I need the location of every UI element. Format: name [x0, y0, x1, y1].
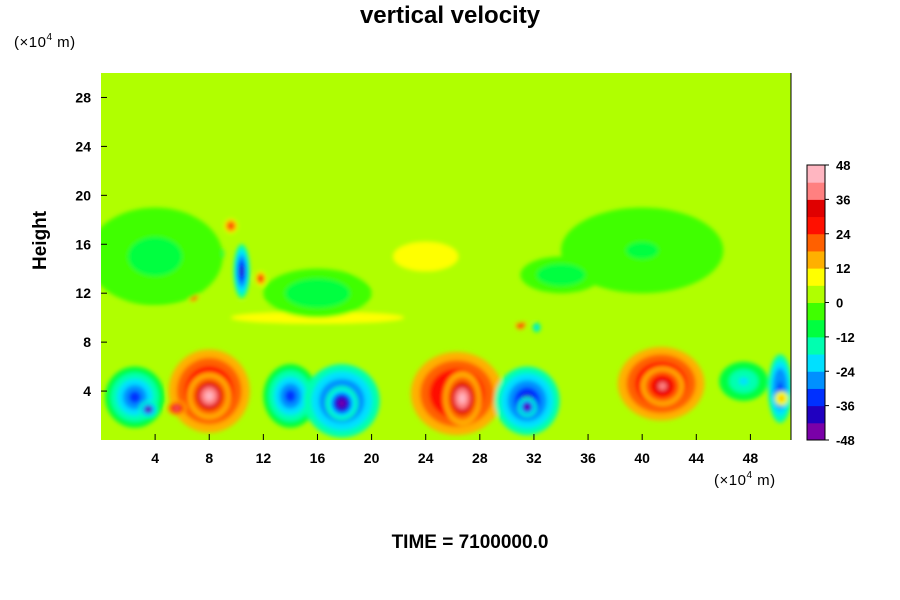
y-tick-label: 16 [75, 236, 91, 252]
contour-cell [552, 271, 570, 279]
contour-cell [780, 396, 783, 400]
colorbar-tick-label: -36 [836, 399, 855, 414]
y-unit-suffix: m) [52, 34, 76, 51]
x-tick-label: 16 [310, 450, 326, 466]
x-axis-unit: (×104 m) [714, 470, 776, 489]
x-tick-label: 44 [689, 450, 705, 466]
colorbar: 48 36 24 12 0 -12 -24 -36 -48 [806, 158, 856, 448]
x-tick-label: 48 [743, 450, 759, 466]
x-tick-label: 40 [634, 450, 650, 466]
colorbar-swatch [807, 285, 825, 303]
y-axis-ticks: 4 8 12 16 20 24 28 [75, 89, 107, 399]
x-tick-label: 4 [151, 450, 159, 466]
y-tick-label: 8 [83, 334, 91, 350]
colorbar-swatch [807, 388, 825, 407]
colorbar-tick-label: 0 [836, 296, 843, 311]
contour-cell [146, 407, 151, 412]
colorbar-tick-label: -24 [836, 364, 856, 379]
y-tick-label: 4 [83, 383, 91, 399]
x-tick-label: 24 [418, 450, 434, 466]
contour-cell [525, 405, 530, 409]
x-tick-label: 36 [580, 450, 596, 466]
x-axis-ticks: 4 8 12 16 20 24 28 32 36 40 44 48 [151, 434, 758, 466]
x-unit-prefix: (×10 [714, 472, 747, 489]
contour-cell [229, 224, 233, 228]
contour-features [101, 207, 791, 438]
colorbar-tick-label: 36 [836, 192, 850, 207]
colorbar-swatch [807, 336, 825, 355]
colorbar-swatch [807, 422, 825, 441]
colorbar-swatch [807, 199, 825, 218]
y-tick-label: 12 [75, 285, 91, 301]
time-label: TIME = 7100000.0 [391, 532, 549, 553]
plot-area [101, 73, 791, 440]
x-unit-exponent: 4 [746, 470, 753, 481]
colorbar-tick-label: 48 [836, 158, 850, 173]
contour-cell [738, 377, 749, 386]
colorbar-swatch [807, 371, 825, 389]
colorbar-swatch [807, 302, 825, 321]
contour-cell [204, 391, 214, 401]
x-tick-label: 12 [256, 450, 272, 466]
contour-cell [285, 389, 296, 403]
contour-cell [240, 265, 244, 277]
y-unit-exponent: 4 [46, 32, 53, 43]
contour-cell [338, 399, 346, 407]
y-tick-label: 24 [75, 138, 91, 154]
x-tick-label: 28 [472, 450, 488, 466]
contour-cell [458, 393, 467, 404]
colorbar-swatch [807, 250, 825, 269]
x-unit-suffix: m) [752, 472, 776, 489]
colorbar-swatch [807, 182, 825, 200]
colorbar-swatch [807, 319, 825, 338]
colorbar-swatch [807, 216, 825, 235]
x-tick-label: 8 [205, 450, 213, 466]
chart-title: vertical velocity [359, 2, 541, 29]
contour-cell [306, 288, 329, 299]
colorbar-swatch [807, 165, 825, 183]
colorbar-swatch [807, 233, 825, 252]
contour-cell [658, 382, 667, 391]
contour-cell [128, 391, 141, 404]
contour-cell [535, 326, 538, 329]
contour-cell [625, 241, 659, 259]
y-axis-unit: (×104 m) [14, 32, 76, 51]
y-tick-label: 28 [75, 89, 91, 105]
y-unit-prefix: (×10 [14, 34, 47, 51]
y-tick-label: 20 [75, 187, 91, 203]
x-tick-label: 20 [364, 450, 380, 466]
contour-cell [259, 277, 262, 280]
contour-cell [174, 406, 179, 410]
contour-cell [409, 249, 442, 264]
colorbar-tick-label: -12 [836, 330, 855, 345]
colorbar-swatch [807, 354, 825, 372]
colorbar-tick-label: 24 [836, 227, 851, 242]
colorbar-swatch [807, 405, 825, 424]
contour-cell [141, 246, 169, 267]
colorbar-tick-label: -48 [836, 433, 855, 448]
colorbar-tick-label: 12 [836, 261, 850, 276]
colorbar-swatch [807, 268, 825, 286]
x-tick-label: 32 [526, 450, 542, 466]
